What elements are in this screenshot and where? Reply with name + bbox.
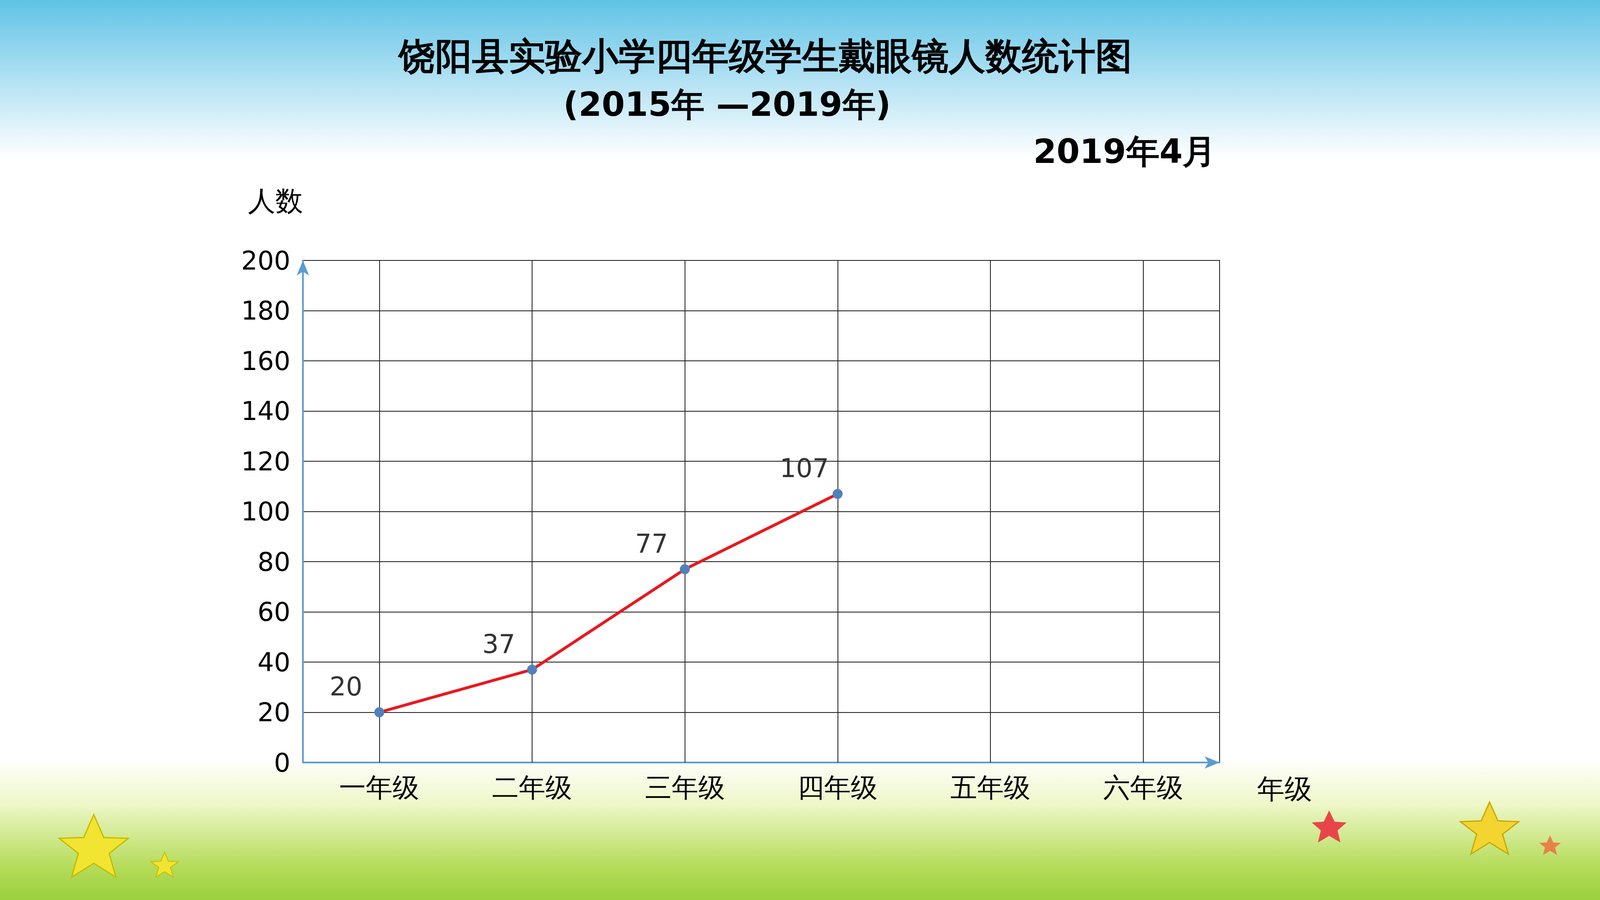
svg-text:二年级: 二年级 bbox=[492, 772, 573, 803]
svg-text:三年级: 三年级 bbox=[645, 772, 725, 803]
svg-text:200: 200 bbox=[241, 245, 291, 276]
svg-text:2019年4月: 2019年4月 bbox=[1033, 132, 1216, 171]
svg-text:140: 140 bbox=[241, 395, 291, 427]
svg-text:77: 77 bbox=[635, 528, 668, 559]
svg-text:37: 37 bbox=[482, 628, 516, 660]
svg-text:饶阳县实验小学四年级学生戴眼镜人数统计图: 饶阳县实验小学四年级学生戴眼镜人数统计图 bbox=[397, 34, 1133, 78]
svg-text:100: 100 bbox=[241, 496, 291, 527]
svg-text:四年级: 四年级 bbox=[797, 772, 878, 803]
svg-text:160: 160 bbox=[241, 345, 291, 377]
svg-text:20: 20 bbox=[257, 697, 291, 728]
svg-text:年级: 年级 bbox=[1257, 772, 1313, 805]
svg-text:人数: 人数 bbox=[247, 185, 303, 218]
svg-text:120: 120 bbox=[241, 446, 291, 477]
svg-text:80: 80 bbox=[257, 546, 291, 578]
svg-text:一年级: 一年级 bbox=[339, 772, 420, 803]
svg-text:0: 0 bbox=[274, 747, 291, 778]
svg-text:40: 40 bbox=[257, 647, 291, 678]
svg-text:107: 107 bbox=[779, 452, 829, 484]
svg-text:五年级: 五年级 bbox=[950, 772, 1031, 803]
svg-text:60: 60 bbox=[257, 596, 291, 628]
svg-text:180: 180 bbox=[241, 295, 291, 326]
svg-text:20: 20 bbox=[329, 671, 363, 702]
svg-text:(2015年 —2019年): (2015年 —2019年) bbox=[563, 85, 891, 124]
svg-text:六年级: 六年级 bbox=[1103, 772, 1184, 803]
